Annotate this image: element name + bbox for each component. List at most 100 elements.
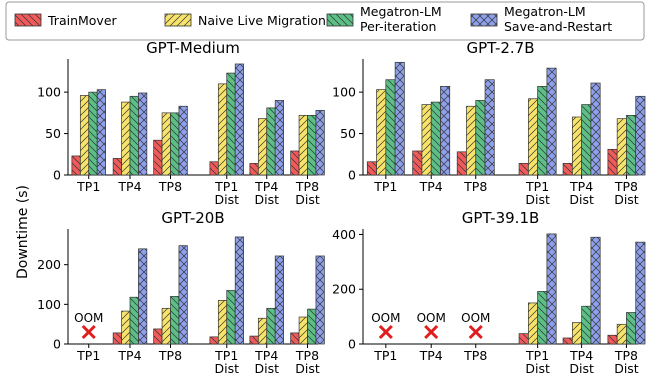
bar-hatch [121,102,130,175]
oom-x-marker [424,324,439,340]
oom-label: OOM [371,311,400,325]
bar-hatch [635,242,646,344]
x-tick-label: TP8 Dist [295,348,320,376]
x-tick-label: TP4 [419,348,443,363]
x-tick-label: TP8 Dist [295,179,320,207]
x-tick-label: TP8 [158,179,182,194]
bar-hatch [307,309,316,344]
shared-ylabel: Downtime (s) [15,185,31,279]
y-tick-label: 0 [348,168,356,183]
bar-hatch [519,163,529,175]
chart-title: GPT-39.1B [462,209,540,227]
y-tick-label: 0 [348,337,356,352]
bar-hatch [376,89,386,175]
bar-hatch [519,333,529,344]
bar-hatch [130,96,139,175]
bar-hatch [235,63,244,175]
x-tick-label: TP1 Dist [214,179,239,207]
oom-label: OOM [461,311,490,325]
bar-hatch [218,300,227,344]
chart-title: GPT-2.7B [466,39,534,57]
x-tick-label: TP8 [463,348,487,363]
bar-hatch [153,328,163,344]
bar-hatch [307,115,316,175]
bar-hatch [266,308,276,344]
bar-hatch [275,100,284,175]
bar-hatch [563,163,573,175]
bar-hatch [113,332,122,344]
legend: TrainMover Naive Live Migration Megatron-L… [5,1,645,41]
x-tick-label: TP8 Dist [614,179,639,207]
bar-hatch [607,149,618,175]
bar-hatch [485,79,495,175]
bar-hatch [635,96,646,175]
x-tick-label: TP4 Dist [254,179,279,207]
chart-panel: GPT-2.7B 0 50 100 TP1 TP4 TP8 TP1 Dist TP4 Dist TP8… [332,39,646,207]
x-tick-label: TP1 [373,179,397,194]
bar-hatch [315,255,325,344]
y-tick-label: 200 [37,257,61,272]
bar-hatch [528,98,538,175]
oom-x-marker [468,324,483,340]
legend-swatch-hatch [327,14,353,26]
bar-hatch [258,118,267,175]
legend-item: Naive Live Migration [164,13,326,28]
y-tick-label: 200 [332,282,356,297]
bar-hatch [581,306,591,344]
bar-hatch [80,95,89,175]
oom-label: OOM [417,311,446,325]
bar-hatch [299,317,308,344]
bar-hatch [537,86,547,175]
bar-hatch [607,335,618,344]
bar-hatch [590,237,601,344]
bar-hatch [315,110,325,175]
bar-hatch [590,83,601,175]
bar-hatch [546,68,557,175]
bar-hatch [113,158,122,175]
y-tick-label: 100 [37,85,61,100]
x-tick-label: TP1 [76,348,100,363]
bar-hatch [572,117,582,175]
bar-hatch [431,102,441,175]
x-tick-label: TP8 [158,348,182,363]
legend-label: Naive Live Migration [198,13,326,28]
bar-hatch [528,302,538,344]
bar-hatch [170,296,179,344]
bar-hatch [626,115,636,175]
bar-hatch [138,92,147,175]
y-tick-label: 400 [332,227,356,242]
bar-hatch [572,322,582,344]
bar-hatch [290,332,300,344]
x-tick-label: TP4 Dist [254,348,279,376]
bar-hatch [162,308,171,344]
y-tick-label: 0 [53,337,61,352]
chart-title: GPT-Medium [146,39,240,57]
x-tick-label: TP8 Dist [614,348,639,376]
x-tick-label: TP1 [76,179,100,194]
y-tick-label: 50 [340,126,356,141]
y-tick-label: 50 [45,126,61,141]
x-tick-label: TP1 Dist [525,348,550,376]
legend-item: Megatron-LM Per-iteration [326,4,442,34]
oom-x-marker [81,324,96,340]
x-tick-label: TP4 Dist [569,348,594,376]
bar-hatch [153,140,163,175]
bar-hatch [178,245,188,344]
x-tick-label: TP1 Dist [525,179,550,207]
bar-hatch [218,83,227,175]
legend-label: Megatron-LM Save-and-Restart [504,4,612,34]
x-tick-label: TP4 [117,348,141,363]
legend-label: TrainMover [47,13,118,28]
chart-title: GPT-20B [161,209,224,227]
bar-hatch [290,150,300,175]
bar-hatch [162,112,171,175]
bar-hatch [138,248,147,344]
bar-hatch [235,236,244,344]
bar-hatch [97,89,106,175]
oom-x-marker [378,324,393,340]
bar-hatch [412,150,422,175]
bar-hatch [440,86,450,175]
bar-hatch [71,155,81,175]
x-tick-label: TP8 [463,179,487,194]
bar-hatch [537,291,547,344]
